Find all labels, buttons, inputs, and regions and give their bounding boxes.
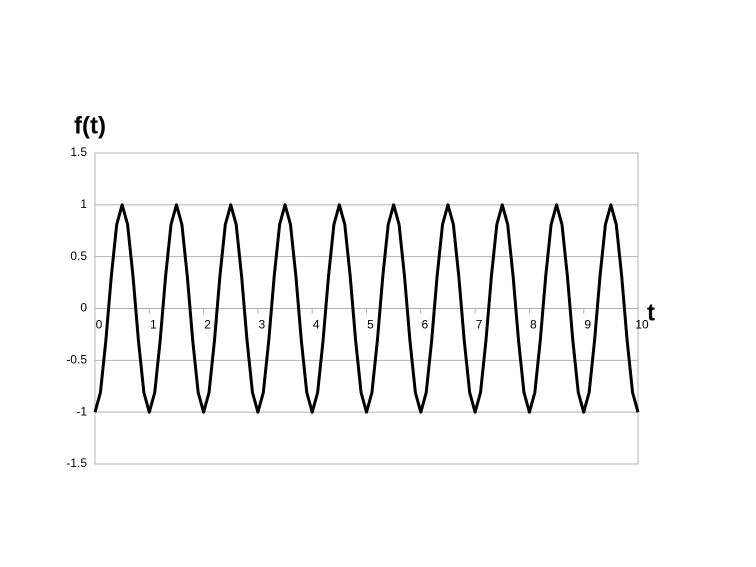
x-tick-label: 7: [476, 318, 483, 332]
x-tick-label: 4: [313, 318, 320, 332]
y-tick-label: -0.5: [66, 353, 87, 367]
x-tick-label: 8: [530, 318, 537, 332]
x-tick-label: 6: [421, 318, 428, 332]
x-tick-label: 3: [259, 318, 266, 332]
line-series: [93, 203, 640, 414]
x-tick-label: 9: [584, 318, 591, 332]
y-tick-label: -1: [76, 404, 87, 418]
y-tick-label: 0: [80, 301, 87, 315]
x-axis-title: t: [647, 299, 655, 326]
y-tick-label: 1: [80, 197, 87, 211]
x-tick-label: 2: [204, 318, 211, 332]
x-tick-label: 0: [96, 318, 103, 332]
x-tick-label: 1: [150, 318, 157, 332]
x-tick-label: 10: [635, 318, 649, 332]
y-tick-label: -1.5: [66, 456, 87, 470]
y-tick-label: 1.5: [70, 145, 87, 159]
y-tick-label: 0.5: [70, 249, 87, 263]
y-axis-title: f(t): [74, 112, 106, 139]
x-tick-label: 5: [367, 318, 374, 332]
